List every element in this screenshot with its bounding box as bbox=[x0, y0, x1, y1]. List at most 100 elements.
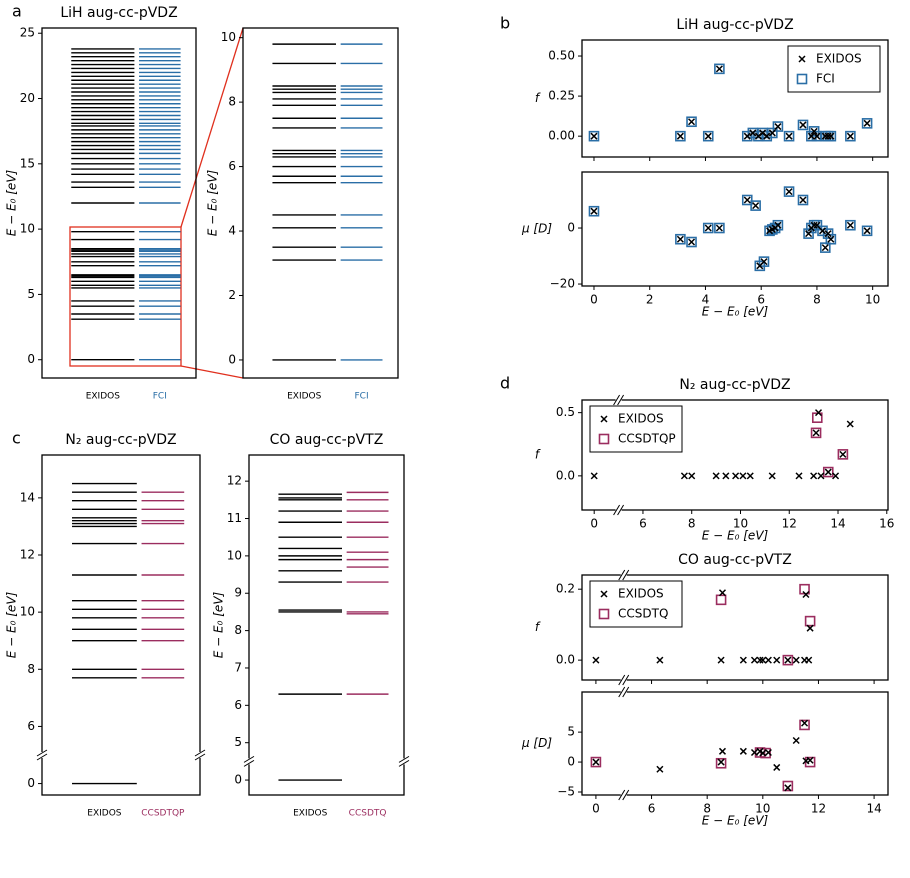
x-tick-label: 8 bbox=[688, 517, 696, 531]
marker-square bbox=[772, 219, 784, 231]
marker-x bbox=[827, 235, 835, 243]
marker-x bbox=[863, 119, 871, 127]
axis-break-gap bbox=[620, 572, 627, 578]
marker-square bbox=[702, 130, 714, 142]
column-label: CCSDTQ bbox=[349, 809, 387, 819]
marker-x bbox=[774, 221, 782, 229]
y-tick-label: 4 bbox=[228, 224, 236, 238]
marker-square bbox=[845, 130, 856, 142]
x-tick-label: 14 bbox=[830, 517, 845, 531]
axis-break-gap bbox=[246, 758, 252, 765]
marker-square bbox=[714, 222, 725, 234]
zoom-box bbox=[69, 226, 182, 367]
axis-break bbox=[622, 686, 630, 698]
column-label: FCI bbox=[355, 392, 369, 402]
x-tick-label: 12 bbox=[782, 517, 797, 531]
chart-title: LiH aug-cc-pVDZ bbox=[60, 5, 177, 21]
column-label: EXIDOS bbox=[287, 392, 322, 402]
marker-square bbox=[817, 225, 828, 237]
y-tick-label: 11 bbox=[227, 511, 242, 525]
marker-x bbox=[863, 227, 871, 235]
marker-x bbox=[805, 230, 813, 238]
marker-x bbox=[592, 656, 600, 664]
y-tick-label: 8 bbox=[27, 662, 35, 676]
marker-x bbox=[813, 221, 821, 229]
marker-x bbox=[839, 450, 847, 458]
marker-x bbox=[784, 656, 792, 664]
legend-label: EXIDOS bbox=[618, 587, 664, 601]
y-tick-label: 10 bbox=[20, 222, 35, 236]
marker-x bbox=[715, 65, 723, 73]
marker-square bbox=[861, 118, 873, 129]
axis-break bbox=[398, 755, 410, 763]
marker-x bbox=[846, 420, 854, 428]
marker-x bbox=[750, 748, 759, 757]
column-label: EXIDOS bbox=[87, 809, 122, 819]
plot-frame bbox=[41, 27, 197, 379]
marker-square bbox=[715, 757, 727, 769]
marker-x bbox=[592, 758, 600, 766]
marker-square bbox=[837, 449, 849, 460]
marker-x bbox=[846, 221, 854, 229]
marker-x bbox=[785, 132, 793, 140]
column-label: EXIDOS bbox=[86, 392, 121, 402]
y-axis-label: f bbox=[535, 448, 541, 462]
marker-square bbox=[797, 119, 809, 131]
marker-x bbox=[814, 409, 823, 417]
y-tick-label: 6 bbox=[234, 698, 242, 712]
marker-x bbox=[590, 207, 598, 215]
marker-x bbox=[806, 624, 814, 632]
marker-x bbox=[687, 238, 696, 246]
marker-x bbox=[821, 132, 829, 140]
marker-square bbox=[822, 466, 834, 478]
marker-x bbox=[846, 132, 854, 140]
marker-x bbox=[799, 196, 807, 204]
axis-break-gap bbox=[620, 792, 627, 798]
axis-break bbox=[622, 569, 630, 581]
column-label: FCI bbox=[153, 392, 167, 402]
marker-x bbox=[824, 468, 832, 476]
y-tick-label: 0.0 bbox=[556, 653, 575, 667]
y-tick-label: 12 bbox=[227, 474, 242, 488]
y-tick-label: 0 bbox=[27, 776, 35, 790]
marker-square bbox=[782, 654, 794, 666]
marker-square bbox=[782, 780, 794, 792]
x-tick-label: 10 bbox=[865, 293, 880, 307]
legend-label: CCSDTQP bbox=[618, 432, 676, 446]
legend-label: EXIDOS bbox=[618, 412, 664, 426]
marker-x bbox=[806, 756, 814, 764]
marker-x bbox=[759, 656, 767, 664]
axis-break-gap bbox=[620, 677, 627, 683]
y-tick-label: 5 bbox=[27, 287, 35, 301]
marker-square bbox=[741, 194, 753, 206]
x-tick-label: 16 bbox=[879, 517, 894, 531]
marker-square bbox=[686, 236, 697, 248]
marker-x bbox=[590, 132, 598, 140]
marker-x bbox=[810, 472, 818, 480]
y-axis-label: f bbox=[535, 91, 541, 105]
y-tick-label: 14 bbox=[20, 490, 35, 504]
axis-break bbox=[398, 759, 410, 767]
y-tick-label: −20 bbox=[550, 277, 575, 291]
legend-box bbox=[589, 405, 683, 453]
x-tick-label: 8 bbox=[813, 293, 821, 307]
chart-title: N₂ aug-cc-pVDZ bbox=[65, 432, 176, 448]
column-label: EXIDOS bbox=[293, 809, 328, 819]
marker-x bbox=[818, 227, 827, 235]
marker-x bbox=[732, 472, 740, 480]
marker-square bbox=[750, 200, 761, 211]
axis-break bbox=[613, 504, 621, 516]
marker-x bbox=[656, 765, 664, 773]
y-tick-label: 0 bbox=[27, 352, 35, 366]
marker-square bbox=[590, 756, 602, 768]
axis-break-gap bbox=[197, 752, 203, 758]
y-tick-label: 0 bbox=[567, 221, 575, 235]
x-tick-label: 6 bbox=[639, 517, 647, 531]
marker-x bbox=[718, 747, 727, 755]
plot-frame bbox=[242, 27, 399, 379]
x-tick-label: 4 bbox=[702, 293, 710, 307]
plot-frame bbox=[581, 171, 889, 287]
marker-x bbox=[785, 188, 793, 196]
marker-x bbox=[807, 132, 815, 140]
marker-x bbox=[810, 127, 818, 135]
